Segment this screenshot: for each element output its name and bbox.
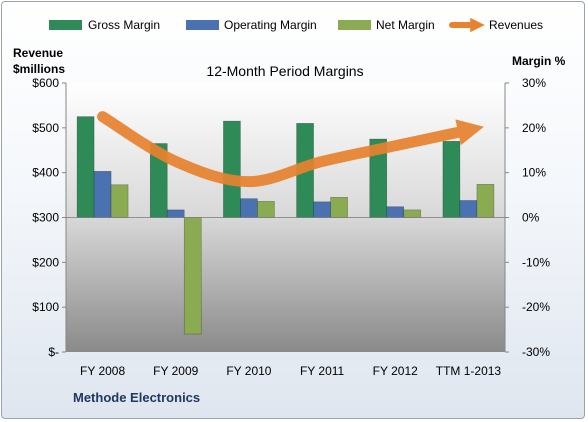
legend-swatch-operating-margin: [186, 20, 219, 30]
legend-swatch-gross-margin: [49, 20, 82, 30]
left-tick-label: $400: [32, 166, 59, 180]
bar-net-margin: [476, 184, 495, 218]
bar-net-margin: [330, 197, 348, 218]
left-tick-label: $200: [32, 255, 59, 269]
legend-label-net-margin: Net Margin: [376, 18, 435, 32]
bar-operating-margin: [93, 171, 112, 218]
legend-swatch-net-margin: [338, 20, 371, 30]
bar-net-margin: [257, 201, 275, 218]
legend: Gross Margin Operating Margin Net Margin…: [49, 17, 543, 33]
right-tick-label: 30%: [522, 76, 546, 90]
margins-chart: Gross Margin Operating Margin Net Margin…: [13, 17, 566, 405]
bar-operating-margin: [459, 200, 478, 218]
bar-operating-margin: [313, 201, 331, 218]
left-tick-label: $100: [32, 300, 59, 314]
category-label: FY 2008: [80, 364, 125, 378]
right-axis-ticks: -30% -20% -10% 0% 10% 20% 30%: [504, 76, 550, 359]
left-axis-title-line2: $millions: [13, 62, 65, 76]
category-label: FY 2009: [153, 364, 198, 378]
right-tick-label: -20%: [522, 300, 550, 314]
right-tick-label: 0%: [522, 211, 540, 225]
left-tick-label: $-: [48, 345, 59, 359]
bar-series: [66, 116, 505, 335]
right-tick-label: -30%: [522, 345, 550, 359]
bar-gross-margin: [442, 140, 461, 218]
bar-operating-margin: [386, 206, 405, 218]
revenue-line: [97, 111, 484, 188]
bar-operating-margin: [240, 198, 258, 218]
left-tick-label: $300: [32, 211, 59, 225]
right-tick-label: 20%: [522, 121, 546, 135]
category-axis-ticks: FY 2008 FY 2009 FY 2010 FY 2011 FY 2012 TTM 1…: [80, 364, 501, 378]
right-tick-label: 10%: [522, 166, 546, 180]
bar-operating-margin: [166, 209, 185, 218]
category-label: TTM 1-2013: [436, 364, 502, 378]
category-label: FY 2011: [300, 364, 345, 378]
bar-net-margin: [403, 209, 422, 218]
legend-label-operating-margin: Operating Margin: [224, 18, 317, 32]
left-tick-label: $500: [32, 121, 59, 135]
left-tick-label: $600: [32, 76, 59, 90]
bar-gross-margin: [76, 116, 95, 218]
right-axis-title: Margin %: [512, 54, 566, 68]
bar-gross-margin: [223, 120, 241, 218]
left-axis-title-line1: Revenue: [13, 46, 63, 60]
bar-net-margin: [110, 184, 129, 218]
bar-net-margin: [183, 217, 202, 335]
left-axis-ticks: $- $100 $200 $300 $400 $500 $600: [32, 76, 67, 359]
revenue-series: [97, 111, 484, 188]
legend-label-revenues: Revenues: [489, 18, 543, 32]
category-label: FY 2010: [226, 364, 271, 378]
right-tick-label: -10%: [522, 255, 550, 269]
company-name: Methode Electronics: [73, 390, 200, 405]
category-label: FY 2012: [373, 364, 418, 378]
chart-title: 12-Month Period Margins: [206, 63, 363, 79]
legend-label-gross-margin: Gross Margin: [88, 18, 160, 32]
